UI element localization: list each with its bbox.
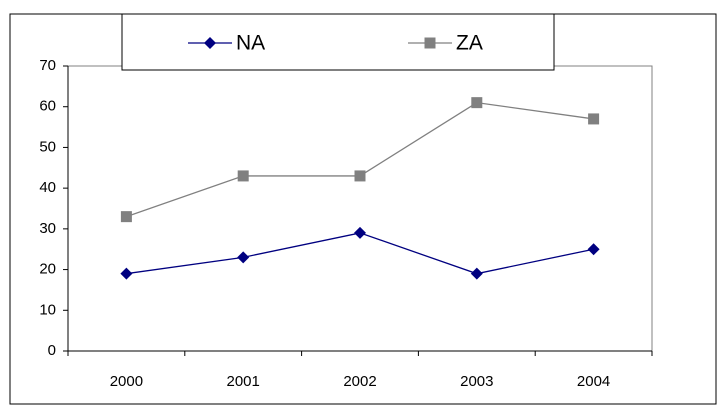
data-point xyxy=(237,251,250,264)
y-tick-label: 30 xyxy=(39,220,56,237)
y-tick-label: 40 xyxy=(39,179,56,196)
y-tick-label: 70 xyxy=(39,57,56,74)
data-point xyxy=(471,97,483,109)
x-tick-label: 2003 xyxy=(460,373,493,390)
data-point xyxy=(587,243,600,256)
x-tick-label: 2004 xyxy=(577,373,610,390)
data-point xyxy=(354,170,366,182)
y-tick-label: 0 xyxy=(48,342,56,359)
x-tick-label: 2002 xyxy=(343,373,376,390)
x-tick-label: 2001 xyxy=(227,373,260,390)
plot-area xyxy=(67,65,653,352)
data-point xyxy=(120,267,133,280)
legend-marker xyxy=(424,37,436,49)
data-point xyxy=(120,211,132,223)
y-tick-label: 60 xyxy=(39,98,56,115)
data-point xyxy=(588,113,600,125)
y-tick-label: 10 xyxy=(39,301,56,318)
data-point xyxy=(354,226,366,239)
legend-marker xyxy=(204,37,216,49)
data-point xyxy=(237,170,249,182)
legend-label: ZA xyxy=(456,32,483,55)
y-tick-label: 20 xyxy=(39,261,56,278)
data-point xyxy=(470,267,483,280)
y-tick-label: 50 xyxy=(39,138,56,155)
legend-label: NA xyxy=(236,32,265,55)
x-tick-label: 2000 xyxy=(110,373,143,390)
legend-box xyxy=(121,13,555,71)
